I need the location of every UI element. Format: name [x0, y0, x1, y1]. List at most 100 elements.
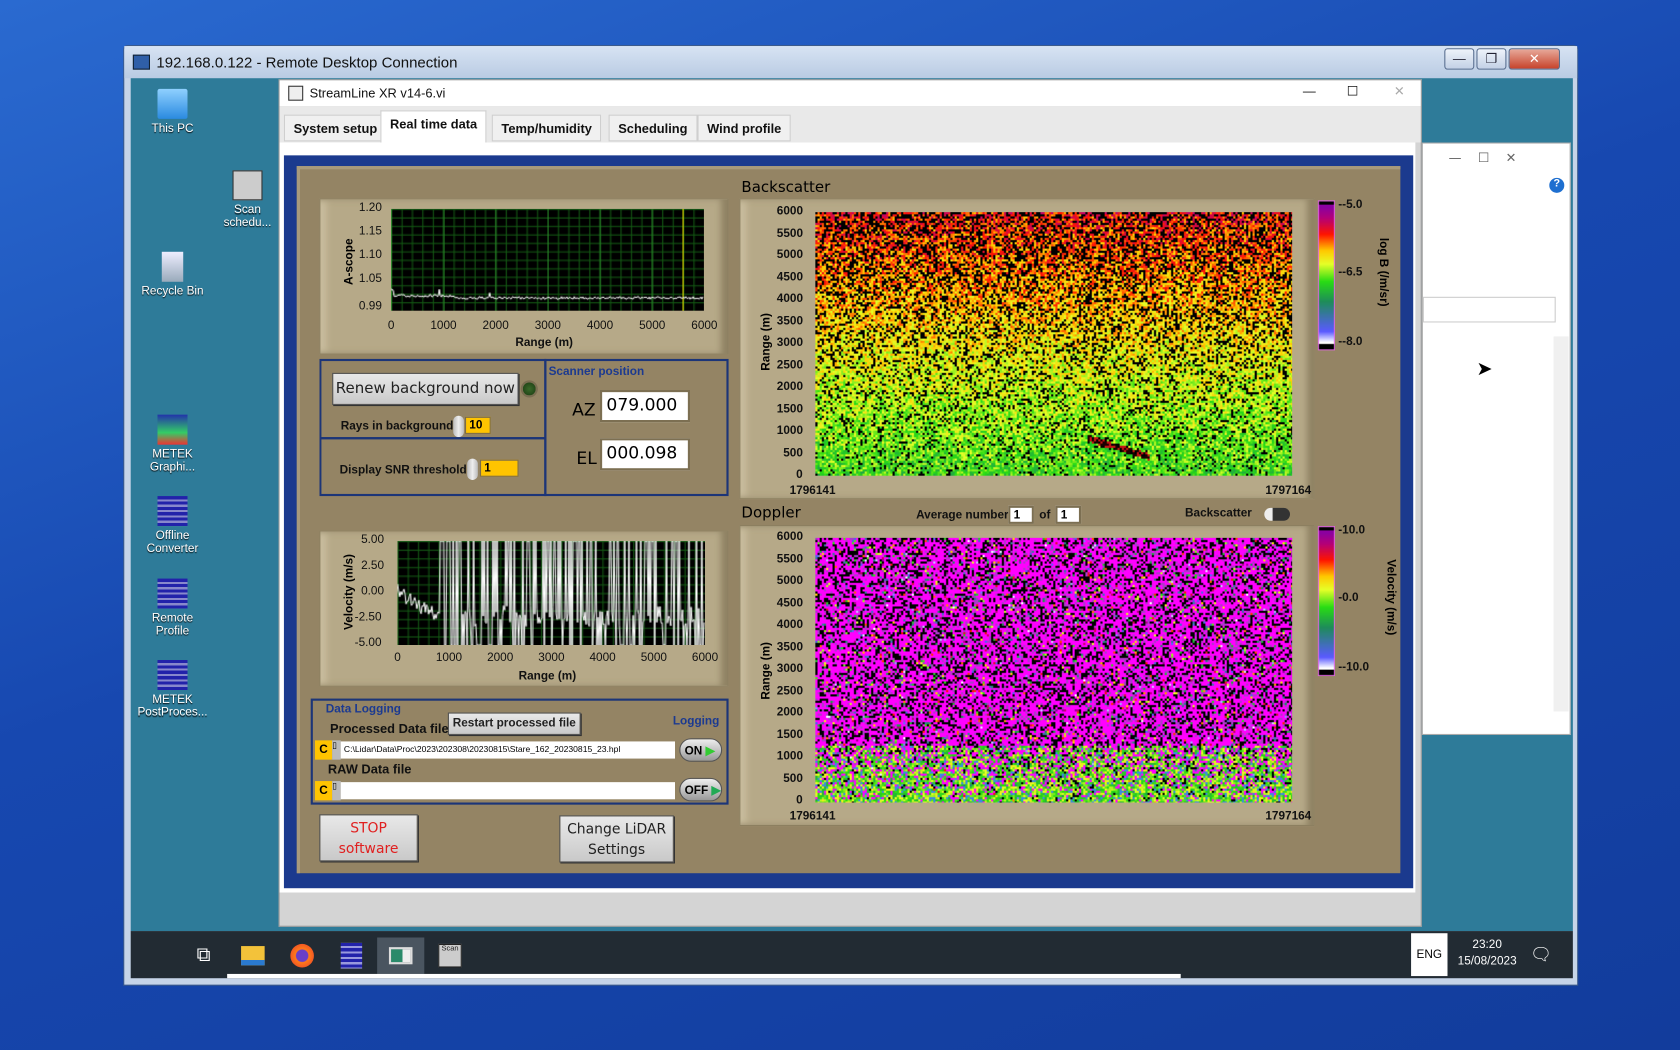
desktop-icon-metek-postprocess[interactable]: METEK PostProces... [135, 660, 210, 719]
velocity-xtick: 2000 [487, 651, 514, 665]
backscatter-x-start: 1796141 [789, 484, 836, 498]
velocity-xlabel: Range (m) [518, 669, 577, 683]
tab-scheduling[interactable]: Scheduling [608, 114, 698, 142]
clock[interactable]: 23:20 15/08/2023 [1457, 938, 1517, 968]
taskbar-scrollbar[interactable] [227, 973, 1181, 979]
notifications-icon[interactable]: 🗨 [1530, 943, 1552, 965]
doppler-heatmap [815, 537, 1293, 803]
desktop-icon-offline-converter[interactable]: Offline Converter [135, 496, 210, 555]
explorer-window-controls[interactable]: — ☐ ✕ [1448, 150, 1517, 166]
doppler-chart: Range (m) 1796141 1797164 6000 5500 5000 45… [739, 525, 1315, 827]
app-minimize-button[interactable]: — [1302, 83, 1316, 99]
velocity-chart: Velocity (m/s) Range (m) 5.00 2.50 0.00 -2.… [319, 530, 729, 687]
a-scope-ytick: 1.10 [358, 248, 382, 262]
labview-icon [288, 85, 304, 101]
change-lidar-settings-button[interactable]: Change LiDAR Settings [559, 815, 674, 863]
backscatter-switch-label: Backscatter [1185, 506, 1252, 520]
tab-wind-profile[interactable]: Wind profile [697, 114, 791, 142]
backscatter-colorbar [1317, 200, 1336, 351]
backscatter-ytick: 2000 [776, 380, 804, 394]
task-view-icon[interactable]: ⧉ [196, 943, 211, 967]
snr-input[interactable]: 1 [480, 459, 519, 477]
data-logging-title: Data Logging [325, 702, 402, 716]
metek-icon [157, 578, 188, 609]
desktop-icon-metek-graphics[interactable]: METEK Graphi... [135, 414, 210, 474]
restart-processed-file-button[interactable]: Restart processed file [447, 712, 581, 736]
streamline-icon[interactable] [377, 937, 425, 974]
velocity-ytick: -5.00 [354, 636, 382, 650]
processed-logging-toggle[interactable]: ON ▶ [679, 738, 723, 762]
az-label: AZ [572, 399, 596, 421]
renew-background-button[interactable]: Renew background now [332, 372, 519, 406]
doppler-ytick: 5000 [776, 574, 804, 588]
backscatter-colorbar-tick: --5.0 [1338, 198, 1363, 212]
a-scope-xtick: 5000 [639, 319, 666, 333]
desktop-icon-remote-profile[interactable]: Remote Profile [135, 578, 210, 638]
metek-icon[interactable] [328, 938, 375, 974]
computer-icon [157, 88, 188, 119]
rdp-icon [132, 54, 151, 70]
velocity-xtick: 5000 [640, 651, 667, 665]
velocity-xtick: 1000 [435, 651, 463, 665]
average-number-label: Average number [916, 508, 1009, 522]
doppler-ytick: 500 [783, 771, 803, 785]
processed-path-field[interactable]: C:\Lidar\Data\Proc\2023\202308\20230815\… [340, 741, 676, 759]
backscatter-colorbar-label: log B (/m/sr) [1376, 237, 1390, 307]
stop-software-button[interactable]: STOP software [319, 814, 418, 862]
rays-spinner[interactable] [453, 415, 464, 438]
language-indicator[interactable]: ENG [1411, 933, 1448, 977]
doppler-ytick: 5500 [776, 552, 804, 566]
help-icon[interactable]: ? [1549, 177, 1565, 193]
rays-input[interactable]: 10 [465, 416, 491, 434]
rdp-title-bar: 192.168.0.122 - Remote Desktop Connectio… [124, 46, 1578, 79]
tab-temp-humidity[interactable]: Temp/humidity [491, 114, 602, 142]
scanner-position-title: Scanner position [548, 365, 645, 379]
a-scope-xtick: 0 [387, 319, 395, 333]
raw-logging-toggle[interactable]: OFF ▶ [679, 777, 723, 802]
raw-file-label: RAW Data file [327, 761, 412, 777]
close-button[interactable]: ✕ [1508, 48, 1561, 70]
snr-spinner[interactable] [467, 458, 478, 481]
app-title-bar: StreamLine XR v14-6.vi — ☐ ✕ [279, 80, 1421, 107]
processed-drive[interactable]: C [315, 740, 333, 760]
scan-schedule-icon[interactable]: Scan [426, 938, 473, 974]
backscatter-ytick: 5000 [776, 248, 804, 262]
restore-button[interactable]: ❐ [1476, 48, 1507, 70]
a-scope-xlabel: Range (m) [515, 336, 573, 350]
browse-icon[interactable]: ▯ [332, 781, 341, 801]
doppler-ytick: 6000 [776, 530, 804, 544]
desktop-icon-this-pc[interactable]: This PC [135, 88, 210, 135]
backscatter-ytick: 2500 [776, 358, 804, 372]
tab-real-time-data[interactable]: Real time data [380, 110, 487, 143]
a-scope-plot [391, 208, 704, 311]
backscatter-ytick: 500 [783, 446, 803, 460]
backscatter-title: Backscatter [741, 178, 831, 197]
metek-icon [157, 660, 188, 691]
backscatter-ytick: 0 [796, 468, 803, 482]
backscatter-doppler-switch[interactable] [1264, 507, 1291, 521]
file-explorer-icon[interactable] [229, 938, 276, 974]
taskbar: ⧉ Scan ENG 23:20 15/08/2023 🗨 [130, 931, 1573, 979]
browse-icon[interactable]: ▯ [332, 740, 341, 760]
backscatter-ylabel: Range (m) [759, 313, 773, 371]
doppler-ytick: 4500 [776, 596, 804, 610]
raw-drive[interactable]: C [315, 781, 333, 801]
logging-label: Logging [672, 714, 720, 728]
minimize-button[interactable]: — [1444, 48, 1475, 70]
average-number-input[interactable]: 1 [1008, 505, 1034, 524]
explorer-search-input[interactable] [1422, 296, 1556, 323]
desktop-icon-scan-schedule[interactable]: Scan schedu... [210, 170, 285, 229]
raw-path-field[interactable] [340, 782, 676, 800]
velocity-xtick: 4000 [589, 651, 616, 665]
explorer-scrollbar[interactable] [1553, 336, 1569, 712]
tab-system-setup[interactable]: System setup [283, 114, 387, 142]
firefox-icon[interactable] [279, 938, 326, 974]
snr-label: Display SNR threshold [339, 463, 467, 477]
desktop-icon-recycle-bin[interactable]: Recycle Bin [135, 251, 210, 298]
metek-icon [157, 496, 188, 527]
doppler-colorbar-tick: -0.0 [1338, 591, 1359, 605]
app-maximize-button[interactable]: ☐ [1346, 83, 1359, 99]
a-scope-xtick: 4000 [586, 319, 614, 333]
app-close-button[interactable]: ✕ [1393, 83, 1405, 99]
